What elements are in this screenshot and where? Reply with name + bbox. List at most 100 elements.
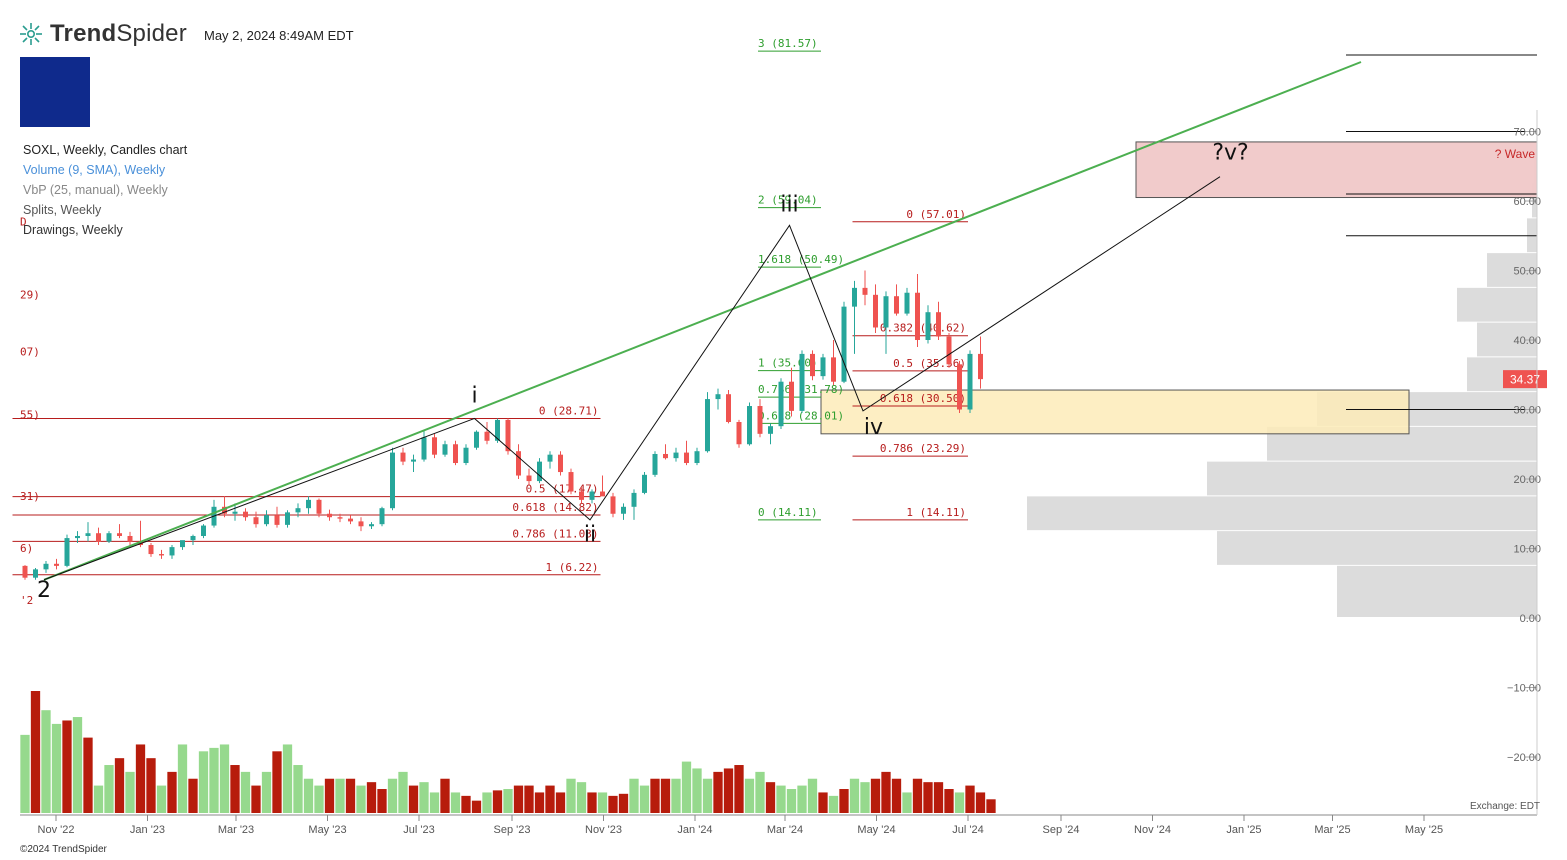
candle[interactable] xyxy=(75,531,80,543)
candle[interactable] xyxy=(379,506,385,527)
candle[interactable] xyxy=(484,422,490,445)
candle[interactable] xyxy=(894,284,899,316)
candle[interactable] xyxy=(190,534,196,546)
candle[interactable] xyxy=(369,522,374,530)
candle[interactable] xyxy=(358,517,364,532)
legend-main-series[interactable]: SOXL, Weekly, Candles chart xyxy=(23,143,188,157)
candle[interactable] xyxy=(810,350,815,381)
candle[interactable] xyxy=(862,270,868,306)
candle[interactable] xyxy=(516,444,521,479)
candle[interactable] xyxy=(946,333,952,368)
candle[interactable] xyxy=(600,475,605,497)
candle[interactable] xyxy=(558,451,563,476)
candle[interactable] xyxy=(337,513,343,523)
candle[interactable] xyxy=(537,458,542,484)
candle[interactable] xyxy=(715,388,721,410)
candle[interactable] xyxy=(180,540,185,550)
candle[interactable] xyxy=(915,273,920,347)
candle[interactable] xyxy=(201,524,206,539)
candle[interactable] xyxy=(390,447,395,511)
candle[interactable] xyxy=(936,301,941,340)
candle[interactable] xyxy=(642,472,647,495)
red-zone[interactable] xyxy=(1135,141,1538,199)
candle[interactable] xyxy=(957,360,962,413)
candle[interactable] xyxy=(705,392,710,453)
candle[interactable] xyxy=(159,549,164,559)
candle[interactable] xyxy=(652,451,658,477)
candle[interactable] xyxy=(285,510,290,528)
candle[interactable] xyxy=(925,305,931,344)
candle[interactable] xyxy=(852,280,857,354)
candle[interactable] xyxy=(684,440,689,466)
candle[interactable] xyxy=(526,468,532,485)
candle[interactable] xyxy=(169,545,175,559)
candle[interactable] xyxy=(411,454,416,473)
candle[interactable] xyxy=(421,430,427,462)
avatar[interactable] xyxy=(20,57,90,127)
candle[interactable] xyxy=(621,503,626,520)
candle[interactable] xyxy=(904,287,910,316)
candle[interactable] xyxy=(106,531,112,543)
candle[interactable] xyxy=(978,336,983,389)
candle[interactable] xyxy=(306,496,311,514)
candle[interactable] xyxy=(841,301,847,384)
candle[interactable] xyxy=(327,509,332,521)
candle[interactable] xyxy=(232,503,238,521)
candle[interactable] xyxy=(148,542,154,557)
legend-vbp[interactable]: VbP (25, manual), Weekly xyxy=(23,183,168,197)
candle[interactable] xyxy=(64,534,70,568)
candle[interactable] xyxy=(274,506,280,528)
candle[interactable] xyxy=(694,447,700,466)
candle[interactable] xyxy=(400,447,406,466)
candle[interactable] xyxy=(316,498,322,518)
candle[interactable] xyxy=(568,468,574,495)
candle[interactable] xyxy=(579,487,584,504)
candle[interactable] xyxy=(736,419,742,448)
candle[interactable] xyxy=(432,433,437,459)
elliott-wave-path[interactable] xyxy=(43,176,1221,581)
candle[interactable] xyxy=(127,531,133,546)
candle[interactable] xyxy=(85,522,91,542)
candle[interactable] xyxy=(631,489,637,520)
candle[interactable] xyxy=(54,558,59,570)
candle[interactable] xyxy=(726,390,731,424)
yellow-zone[interactable] xyxy=(820,389,1410,435)
candle[interactable] xyxy=(589,489,595,504)
candle[interactable] xyxy=(757,399,763,438)
green-trendline[interactable] xyxy=(43,61,1362,581)
legend-volume[interactable]: Volume (9, SMA), Weekly xyxy=(23,163,166,177)
candle[interactable] xyxy=(463,444,469,466)
candle[interactable] xyxy=(43,561,49,573)
candle[interactable] xyxy=(22,565,28,580)
candle[interactable] xyxy=(453,440,458,466)
candle[interactable] xyxy=(778,378,784,429)
candle[interactable] xyxy=(117,524,122,539)
candle[interactable] xyxy=(883,291,889,354)
candle[interactable] xyxy=(820,353,826,380)
candle[interactable] xyxy=(799,350,805,413)
candle[interactable] xyxy=(348,515,353,525)
candle[interactable] xyxy=(663,444,668,460)
candle[interactable] xyxy=(768,423,773,445)
candle[interactable] xyxy=(222,496,227,518)
candle[interactable] xyxy=(253,511,259,528)
candle[interactable] xyxy=(243,508,248,521)
candle[interactable] xyxy=(610,492,616,518)
candle[interactable] xyxy=(747,402,752,446)
candle[interactable] xyxy=(474,430,479,450)
candle[interactable] xyxy=(442,440,448,457)
candle[interactable] xyxy=(967,350,973,413)
candle[interactable] xyxy=(505,418,511,455)
legend-drawings[interactable]: Drawings, Weekly xyxy=(23,223,123,237)
candle[interactable] xyxy=(264,510,269,527)
candle[interactable] xyxy=(547,451,553,469)
legend-splits[interactable]: Splits, Weekly xyxy=(23,203,102,217)
candle[interactable] xyxy=(873,284,878,334)
candle[interactable] xyxy=(831,340,836,386)
candle[interactable] xyxy=(789,367,794,417)
candle[interactable] xyxy=(96,527,101,546)
candle[interactable] xyxy=(295,503,301,518)
candle[interactable] xyxy=(673,447,679,462)
candle[interactable] xyxy=(33,567,38,580)
